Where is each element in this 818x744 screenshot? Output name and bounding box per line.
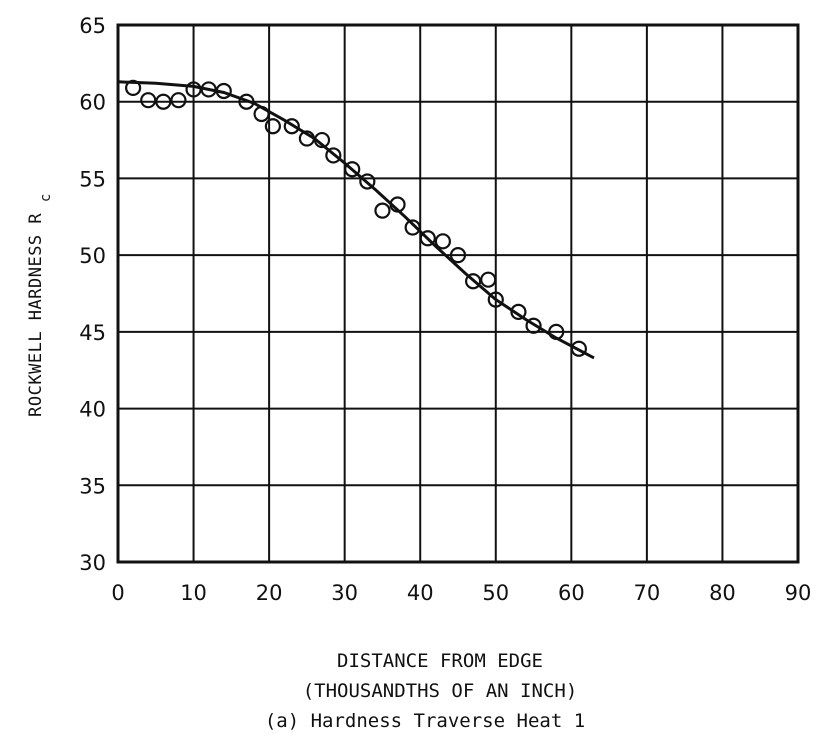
data-point (487, 291, 504, 308)
tick-labels: 0 10 20 30 40 50 60 70 80 90 30 35 40 45 50 55 60 65 (79, 14, 811, 605)
data-point (200, 81, 217, 98)
data-point (449, 247, 467, 264)
x-axis-subtitle: (THOUSANDTHS OF AN INCH) (303, 680, 578, 702)
x-tick-label: 90 (785, 581, 812, 605)
data-point (325, 147, 342, 164)
data-point (389, 196, 406, 213)
data-point (283, 118, 300, 135)
data-point (434, 233, 451, 250)
y-tick-label: 35 (79, 474, 106, 498)
data-point (170, 92, 187, 109)
y-axis-title-main: ROCKWELL HARDNESS R (26, 213, 46, 417)
data-point (344, 161, 361, 178)
plot-frame (116, 23, 800, 564)
y-tick-label: 55 (79, 167, 106, 191)
y-tick-label: 30 (79, 551, 106, 575)
x-tick-label: 60 (558, 581, 585, 605)
data-point (253, 105, 270, 123)
data-point (525, 317, 542, 334)
x-tick-label: 50 (482, 581, 509, 605)
data-point (140, 92, 157, 109)
data-point (570, 340, 587, 357)
y-tick-label: 45 (79, 321, 106, 345)
y-axis-title-subscript: c (38, 193, 54, 202)
x-tick-label: 10 (180, 581, 207, 605)
data-point (419, 230, 436, 247)
y-tick-label: 50 (79, 244, 106, 268)
data-point (264, 118, 281, 135)
data-point (359, 173, 376, 190)
data-points (125, 79, 587, 357)
data-point (125, 79, 142, 97)
y-axis-title: ROCKWELL HARDNESS R c (26, 193, 54, 417)
data-point (298, 130, 315, 147)
x-tick-label: 0 (111, 581, 124, 605)
data-point (155, 93, 172, 110)
data-point (185, 81, 202, 98)
data-point (404, 219, 421, 236)
x-tick-label: 80 (709, 581, 736, 605)
data-point (465, 273, 482, 290)
data-point (238, 93, 255, 110)
x-tick-label: 70 (634, 581, 661, 605)
y-tick-label: 40 (79, 398, 106, 422)
x-tick-label: 40 (407, 581, 434, 605)
y-tick-label: 60 (79, 91, 106, 115)
data-point (510, 303, 527, 321)
grid-lines (118, 25, 798, 562)
data-point (215, 82, 232, 100)
data-point (480, 271, 497, 288)
x-axis-title: DISTANCE FROM EDGE (337, 650, 543, 672)
figure-caption: (a) Hardness Traverse Heat 1 (265, 710, 585, 732)
x-tick-label: 30 (331, 581, 358, 605)
data-point (548, 323, 565, 340)
data-point (374, 202, 391, 219)
x-tick-label: 20 (256, 581, 283, 605)
y-tick-label: 65 (79, 14, 106, 38)
data-point (313, 131, 331, 149)
